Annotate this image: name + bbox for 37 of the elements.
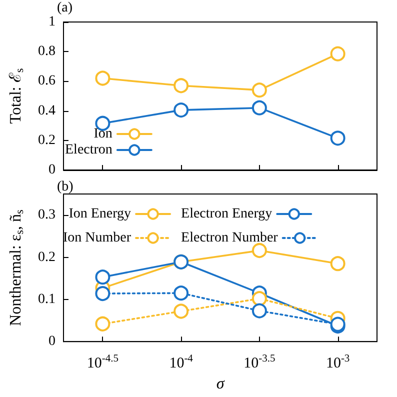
point [174,78,189,94]
point [95,286,110,302]
point [95,316,110,332]
point [252,303,267,318]
point [330,130,346,146]
point [174,286,189,301]
y-tick-label: 0.2 [38,250,56,265]
chart-title: (b) [57,180,74,194]
legend-label: Electron [65,142,112,158]
y-tick-label: 0.2 [38,132,56,148]
legend-label: Ion Number [62,230,132,246]
point [252,82,267,98]
y-tick-label: 0.1 [38,292,56,307]
x-axis-title: σ [216,376,226,392]
point [252,243,267,258]
point [95,70,110,86]
point [252,100,267,116]
y-tick-label: 0 [48,334,56,350]
y-axis-title: Nonthermal: εs, ñs [8,210,26,326]
y-axis-title: Total: ℰs [8,68,26,124]
point [330,46,346,62]
y-tick-label: 1 [48,14,56,30]
chart-title: (a) [57,0,73,16]
legend-label: Ion Energy [68,206,132,222]
y-tick-label: 0.6 [38,74,56,89]
legend-label: Electron Energy [181,206,272,222]
point [95,270,110,285]
y-tick-label: 0.3 [38,208,56,223]
y-tick-label: 0.4 [38,103,56,118]
y-tick-label: 0.8 [38,44,56,60]
point [174,304,189,319]
legend-label: Electron Number [181,230,278,246]
y-tick-label: 0 [48,162,56,178]
point [330,256,346,272]
legend-label: Ion [94,126,112,142]
point [174,102,189,118]
point [252,291,267,306]
